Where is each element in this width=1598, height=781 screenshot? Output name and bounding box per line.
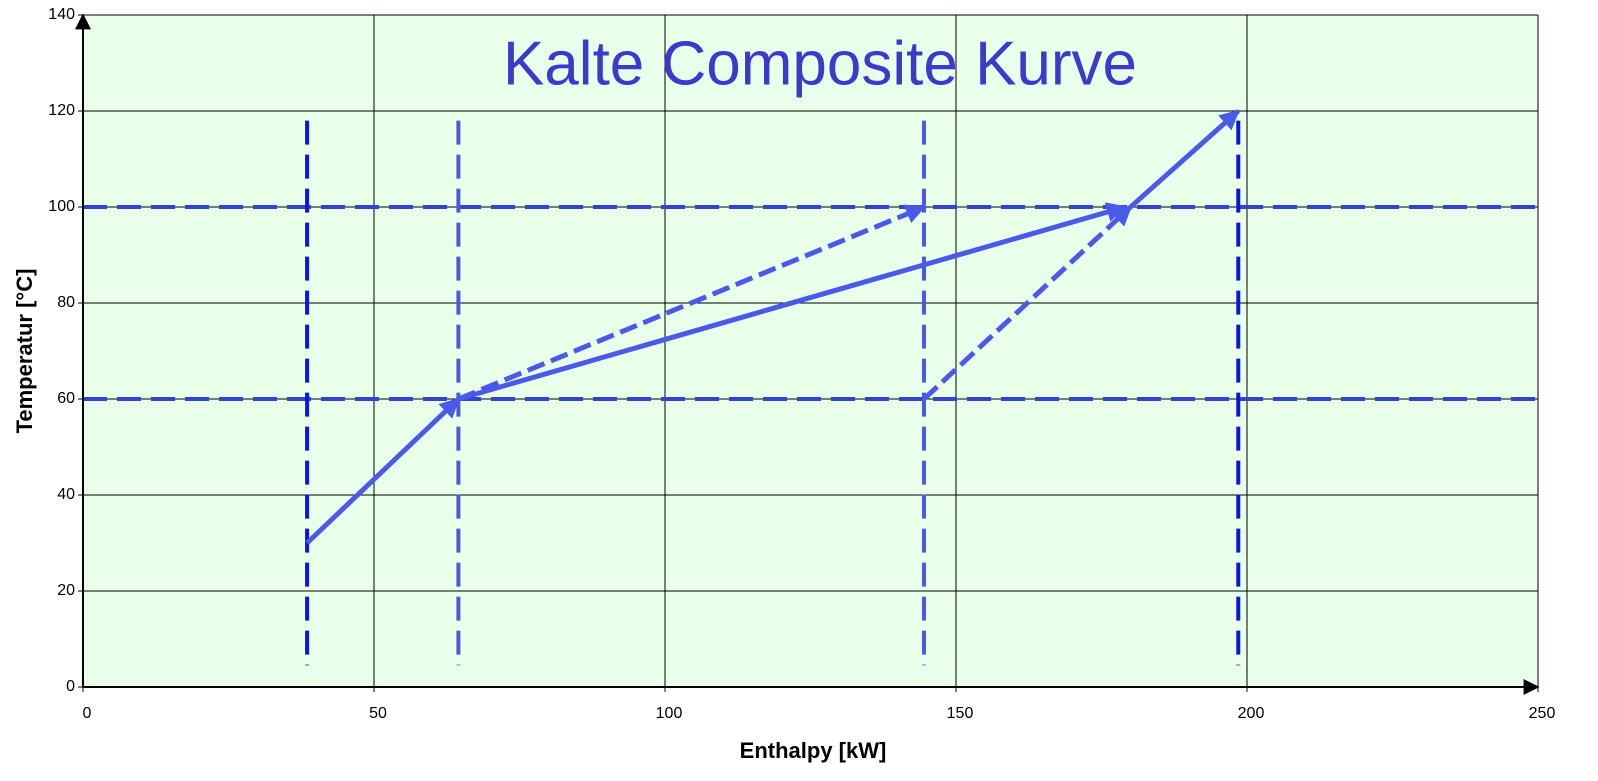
x-tick-label: 100	[656, 705, 683, 722]
y-tick-label: 60	[57, 390, 75, 407]
y-tick-label: 20	[57, 582, 75, 599]
y-tick-label: 40	[57, 486, 75, 503]
y-tick-label: 100	[48, 198, 75, 215]
y-axis-label: Temperatur [°C]	[12, 269, 37, 434]
plot-area	[83, 15, 1538, 687]
x-tick-label: 150	[947, 705, 974, 722]
series-line	[457, 202, 1127, 402]
y-tick-label: 140	[48, 6, 75, 23]
y-tick-label: 80	[57, 294, 75, 311]
y-tick-label: 0	[66, 678, 75, 695]
x-tick-label: 0	[83, 705, 92, 722]
y-tick-label: 120	[48, 102, 75, 119]
x-axis-label: Enthalpy [kW]	[740, 738, 887, 763]
chart-title: Kalte Composite Kurve	[503, 29, 1137, 98]
x-tick-label: 250	[1529, 705, 1556, 722]
series-line	[1128, 109, 1240, 209]
series-line	[457, 204, 926, 402]
series-line	[922, 205, 1133, 401]
x-tick-label: 200	[1238, 705, 1265, 722]
x-tick-label: 50	[369, 705, 387, 722]
series-line	[305, 397, 461, 545]
